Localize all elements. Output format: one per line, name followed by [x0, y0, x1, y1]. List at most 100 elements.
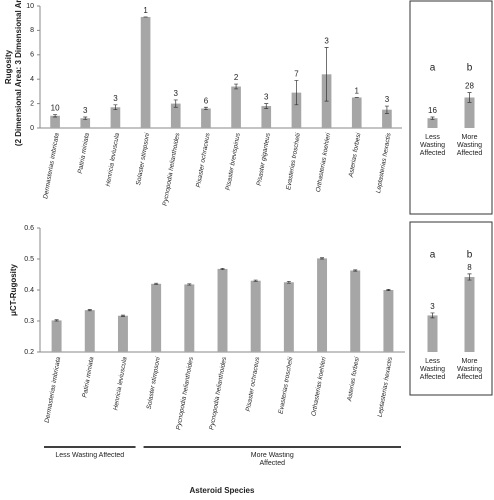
- error-bar: [83, 116, 88, 120]
- error-bar: [203, 106, 208, 111]
- x-tick-label: Solaster stimpsoni: [146, 356, 162, 410]
- x-tick-label: Pisaster giganteus: [256, 132, 272, 187]
- y-axis-label: μCT-Rugosity: [9, 263, 18, 316]
- x-tick-label: Less Wasting Affected: [419, 358, 446, 381]
- group-label: Less Wasting Affected: [55, 452, 125, 459]
- x-tick-label-box: Less Wasting Affected: [420, 134, 446, 157]
- bar: [464, 276, 475, 352]
- error-bar: [384, 105, 389, 114]
- bar: [383, 290, 394, 352]
- x-tick-label: Pisaster ochraceus: [245, 356, 262, 412]
- y-tick-label: 0.3: [24, 318, 34, 325]
- x-tick-label: Pisaster brevispinus: [225, 132, 242, 191]
- x-tick-label: Dermasterias imbricata: [44, 356, 63, 423]
- y-tick-label: 2: [30, 100, 34, 107]
- bar: [283, 282, 294, 352]
- bar: [250, 280, 261, 352]
- error-bar: [467, 92, 472, 103]
- x-tick-label: Pycnopodia helianthoides: [208, 356, 228, 431]
- y-tick-label: 8: [30, 27, 34, 34]
- error-bar: [120, 314, 125, 317]
- y-tick-label: 0: [30, 125, 34, 132]
- sample-size: 3: [324, 37, 329, 46]
- x-tick-label-box: Less Wasting Affected: [419, 358, 446, 381]
- y-tick-label: 0.5: [24, 256, 34, 263]
- x-tick-label: Orthasterias koehleri: [315, 132, 332, 193]
- bar: [427, 118, 438, 128]
- y-tick-label: 0.4: [24, 287, 34, 294]
- sample-size: 6: [204, 96, 209, 105]
- y-tick-label: 6: [30, 52, 34, 59]
- bar: [382, 109, 392, 128]
- error-bar: [264, 103, 269, 109]
- sample-size: 3: [385, 95, 390, 104]
- bar: [51, 320, 62, 352]
- y-tick-label: 10: [26, 3, 34, 10]
- bar: [117, 315, 128, 352]
- group-letter: b: [467, 250, 473, 261]
- y-tick-label: 4: [30, 76, 34, 83]
- error-bar: [286, 280, 291, 284]
- panel-box: [409, 0, 493, 215]
- group-letter: a: [430, 250, 436, 261]
- y-tick-label: 0.2: [24, 349, 34, 356]
- sample-size: 3: [83, 106, 88, 115]
- group-label-box: Less Wasting Affected: [55, 452, 125, 459]
- x-tick-label-box: More Wasting Affected: [456, 134, 483, 157]
- y-axis-label: Rugosity: [4, 49, 13, 84]
- x-tick-label: Leptasterias hexactis: [375, 132, 393, 194]
- error-bar: [430, 116, 435, 120]
- x-tick-label: Patiria miniata: [81, 356, 95, 398]
- x-axis-label: Asteroid Species: [190, 486, 255, 495]
- x-tick-label: Solaster stimpsoni: [135, 132, 151, 186]
- bar: [110, 107, 121, 128]
- bar: [351, 97, 362, 128]
- bar: [184, 284, 195, 352]
- bar: [291, 92, 302, 128]
- error-bar: [353, 269, 358, 272]
- x-tick-label: Dermasterias imbricata: [42, 132, 61, 199]
- x-tick-label: Leptasterias hexactis: [377, 356, 395, 418]
- error-bar: [53, 114, 58, 118]
- bar: [427, 315, 438, 352]
- error-bar: [234, 83, 239, 90]
- x-tick-label: Orthasterias koehleri: [310, 356, 327, 417]
- error-bar: [173, 99, 178, 108]
- error-bar: [320, 257, 325, 260]
- sample-size: 3: [174, 89, 179, 98]
- x-tick-label-box: More Wasting Affected: [456, 358, 483, 381]
- y-tick-label: 0.6: [24, 225, 34, 232]
- x-tick-label: More Wasting Affected: [456, 358, 483, 381]
- x-tick-label: Evasterias troschelii: [285, 132, 302, 191]
- sample-size: 16: [428, 106, 437, 115]
- error-bar: [154, 282, 159, 285]
- bar: [140, 16, 151, 129]
- sample-size: 3: [264, 93, 269, 102]
- error-bar: [220, 267, 225, 270]
- bar: [80, 118, 91, 128]
- sample-size: 7: [294, 70, 299, 79]
- sample-size: 10: [51, 104, 60, 113]
- error-bar: [294, 80, 299, 106]
- error-bar: [54, 319, 59, 322]
- x-tick-label: Henricia leviuscula: [105, 132, 121, 187]
- bar: [217, 268, 228, 352]
- bar: [350, 270, 361, 352]
- bar: [170, 103, 181, 128]
- error-bar: [467, 273, 472, 281]
- sample-size: 28: [465, 82, 474, 91]
- bar: [464, 97, 475, 128]
- bar: [317, 258, 328, 352]
- x-tick-label: More Wasting Affected: [456, 134, 483, 157]
- sample-size: 1: [143, 6, 148, 15]
- bar: [261, 106, 272, 128]
- panel-box: [409, 221, 493, 396]
- sample-size: 3: [430, 302, 435, 311]
- sample-size: 2: [234, 73, 239, 82]
- x-tick-label: Pycnopodia helianthoides: [175, 356, 195, 431]
- sample-size: 1: [355, 87, 360, 96]
- bar: [50, 115, 60, 128]
- error-bar: [187, 283, 192, 286]
- sample-size: 3: [113, 94, 118, 103]
